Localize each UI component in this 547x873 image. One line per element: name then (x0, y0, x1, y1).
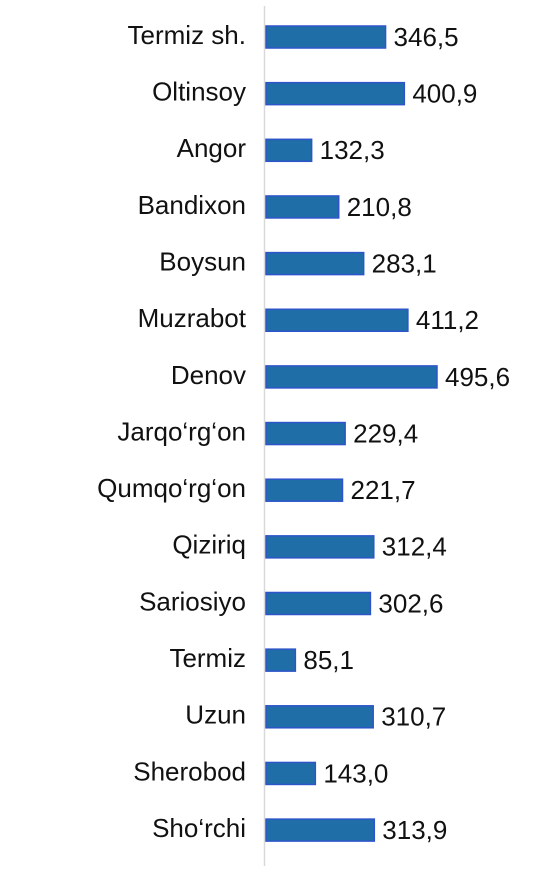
category-label: Oltinsoy (152, 77, 246, 107)
category-label: Qumqo‘rg‘on (97, 473, 246, 503)
bar (265, 705, 374, 729)
value-label: 210,8 (347, 192, 412, 222)
value-label: 143,0 (323, 758, 388, 788)
value-label: 400,9 (412, 79, 477, 109)
category-label: Qiziriq (172, 530, 246, 560)
value-label: 229,4 (353, 418, 418, 448)
category-label: Bandixon (138, 190, 246, 220)
value-label: 132,3 (320, 135, 385, 165)
category-label: Sariosiyo (139, 586, 246, 616)
bar (265, 25, 387, 49)
value-label: 495,6 (445, 362, 510, 392)
bar (265, 421, 346, 446)
bar (265, 818, 376, 842)
category-label: Sho‘rchi (152, 813, 246, 843)
value-label: 312,4 (382, 532, 447, 562)
category-label: Angor (177, 133, 247, 163)
bar (265, 478, 344, 502)
category-label: Uzun (185, 700, 246, 730)
value-label: 283,1 (372, 248, 437, 278)
value-label: 85,1 (303, 645, 354, 675)
bar (265, 81, 406, 106)
category-label: Denov (171, 360, 246, 390)
bar (265, 251, 365, 276)
bar (265, 138, 313, 163)
value-label: 411,2 (416, 305, 479, 335)
category-label: Termiz sh. (128, 20, 246, 50)
value-label: 302,6 (378, 588, 443, 618)
bar (265, 761, 317, 786)
bar (265, 365, 438, 389)
category-label: Termiz (169, 643, 246, 673)
category-label: Boysun (159, 246, 246, 276)
value-label: 313,9 (382, 815, 447, 845)
bar (265, 648, 297, 672)
bar (265, 591, 372, 616)
value-label: 221,7 (350, 475, 415, 505)
bar (265, 195, 340, 219)
category-label: Muzrabot (138, 303, 247, 333)
value-label: 310,7 (381, 702, 446, 732)
category-label: Jarqo‘rg‘on (117, 416, 246, 446)
bar (265, 308, 409, 332)
bar (265, 535, 375, 559)
value-label: 346,5 (394, 22, 459, 52)
category-label: Sherobod (133, 756, 246, 786)
